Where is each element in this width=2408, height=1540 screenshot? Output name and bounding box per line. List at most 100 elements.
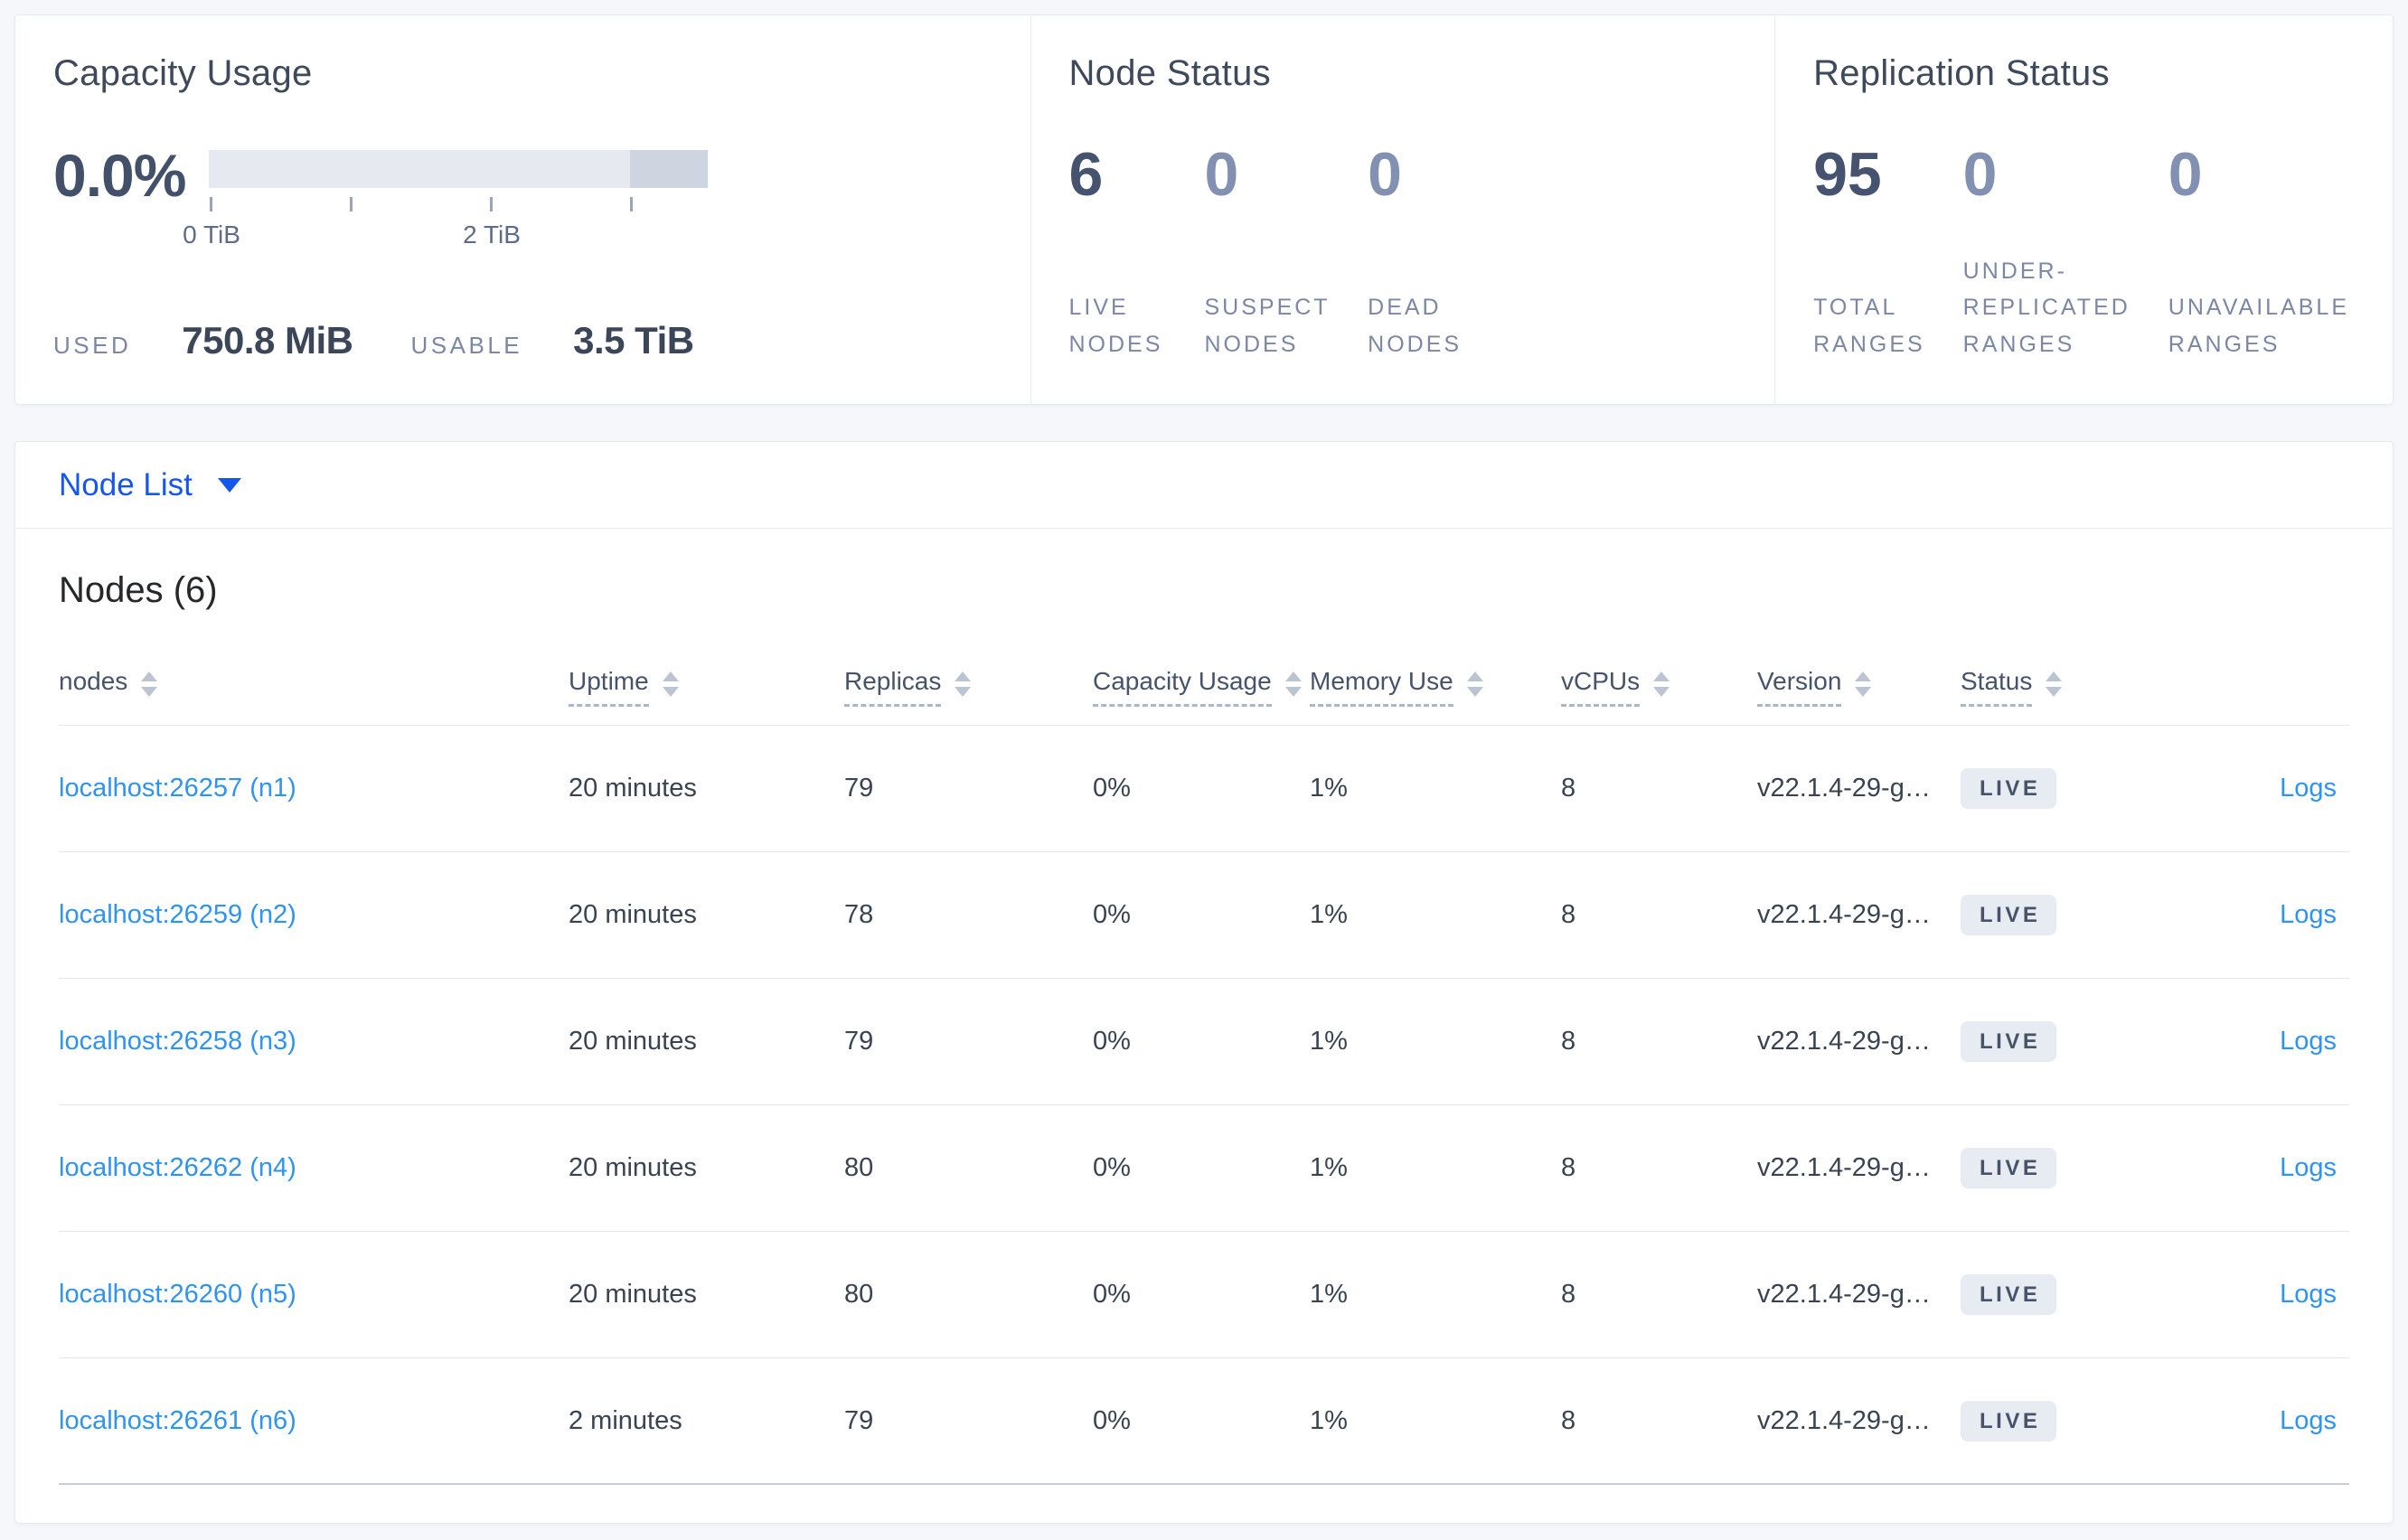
total-ranges-stat: 95 TOTAL RANGES — [1813, 141, 1925, 362]
table-footer-spacer — [59, 1485, 2349, 1523]
column-label: Uptime — [569, 667, 649, 707]
version-cell: v22.1.4-29-g… — [1757, 1027, 1931, 1056]
sort-icon[interactable] — [662, 671, 679, 702]
vcpus-cell: 8 — [1561, 900, 1576, 929]
sort-icon[interactable] — [1284, 671, 1302, 702]
column-header-vcpus[interactable]: vCPUs — [1561, 667, 1757, 707]
capacity-axis: 0 TiB 2 TiB — [183, 188, 708, 258]
column-header-memory-use[interactable]: Memory Use — [1310, 667, 1561, 707]
sort-icon[interactable] — [1855, 671, 1872, 702]
memory-use-cell: 1% — [1310, 774, 1348, 803]
live-status-badge: LIVE — [1961, 1400, 2057, 1441]
replicas-cell: 79 — [844, 774, 874, 803]
logs-link[interactable]: Logs — [2280, 774, 2337, 803]
column-label: Capacity Usage — [1093, 667, 1272, 707]
capacity-usage-cell: 0% — [1093, 1027, 1131, 1056]
node-link[interactable]: localhost:26258 (n3) — [59, 1027, 296, 1056]
column-header-version[interactable]: Version — [1757, 667, 1961, 707]
suspect-nodes-value: 0 — [1204, 140, 1239, 209]
node-list-card: Node List Nodes (6) nodes Uptime Replica… — [14, 441, 2394, 1524]
logs-link[interactable]: Logs — [2280, 1405, 2337, 1435]
total-ranges-label: TOTAL RANGES — [1813, 295, 1925, 357]
axis-tick — [490, 197, 493, 211]
dead-nodes-value: 0 — [1368, 140, 1402, 209]
status-cell: LIVE — [1961, 768, 2178, 809]
dead-nodes-stat: 0 DEAD NODES — [1368, 141, 1465, 362]
nodes-table-title: Nodes (6) — [59, 570, 218, 610]
nodes-table-body: localhost:26257 (n1) 20 minutes 79 0% 1% 8 v22… — [59, 726, 2349, 1485]
replicas-cell: 79 — [844, 1405, 874, 1435]
capacity-usage-title: Capacity Usage — [53, 53, 313, 93]
unavailable-ranges-label: UNAVAILABLE RANGES — [2168, 295, 2349, 357]
used-label: USED — [53, 332, 132, 359]
memory-use-cell: 1% — [1310, 900, 1348, 929]
sort-icon[interactable] — [1466, 671, 1483, 702]
vcpus-cell: 8 — [1561, 1405, 1576, 1435]
node-list-dropdown[interactable]: Node List — [59, 467, 241, 503]
live-status-badge: LIVE — [1961, 895, 2057, 935]
vcpus-cell: 8 — [1561, 1153, 1576, 1182]
axis-tick-label: 2 TiB — [463, 221, 521, 249]
status-cell: LIVE — [1961, 895, 2178, 935]
column-header-nodes[interactable]: nodes — [59, 667, 569, 707]
column-header-status[interactable]: Status — [1961, 667, 2178, 707]
column-label: vCPUs — [1561, 667, 1641, 707]
capacity-usage-cell: 0% — [1093, 1153, 1131, 1182]
sort-icon[interactable] — [141, 671, 158, 702]
node-list-dropdown-label: Node List — [59, 466, 193, 502]
usable-value: 3.5 TiB — [573, 319, 694, 362]
memory-use-cell: 1% — [1310, 1153, 1348, 1182]
node-link[interactable]: localhost:26261 (n6) — [59, 1405, 296, 1435]
sort-icon[interactable] — [2046, 671, 2063, 702]
logs-link[interactable]: Logs — [2280, 1280, 2337, 1309]
logs-cell: Logs — [2280, 1153, 2349, 1183]
live-status-badge: LIVE — [1961, 1021, 2057, 1062]
vcpus-cell: 8 — [1561, 1027, 1576, 1056]
live-nodes-value: 6 — [1068, 140, 1104, 209]
version-cell: v22.1.4-29-g… — [1757, 774, 1931, 803]
suspect-nodes-stat: 0 SUSPECT NODES — [1205, 141, 1331, 362]
logs-link[interactable]: Logs — [2280, 900, 2337, 929]
column-header-capacity-usage[interactable]: Capacity Usage — [1093, 667, 1310, 707]
uptime-cell: 20 minutes — [569, 1280, 697, 1309]
replicas-cell: 78 — [844, 900, 874, 929]
sort-icon[interactable] — [1653, 671, 1670, 702]
logs-cell: Logs — [2280, 1280, 2349, 1310]
version-cell: v22.1.4-29-g… — [1757, 1280, 1931, 1309]
dead-nodes-label: DEAD NODES — [1368, 295, 1463, 357]
sort-icon[interactable] — [955, 671, 972, 702]
table-row: localhost:26260 (n5) 20 minutes 80 0% 1% 8 v22… — [59, 1232, 2349, 1358]
column-header-replicas[interactable]: Replicas — [844, 667, 1093, 707]
memory-use-cell: 1% — [1310, 1280, 1348, 1309]
live-status-badge: LIVE — [1961, 1274, 2057, 1315]
column-label: Memory Use — [1310, 667, 1453, 707]
table-row: localhost:26257 (n1) 20 minutes 79 0% 1% 8 v22… — [59, 726, 2349, 852]
version-cell: v22.1.4-29-g… — [1757, 1153, 1931, 1182]
unavailable-ranges-value: 0 — [2168, 140, 2203, 209]
uptime-cell: 20 minutes — [569, 900, 697, 929]
live-nodes-stat: 6 LIVE NODES — [1069, 141, 1167, 362]
uptime-cell: 20 minutes — [569, 1153, 697, 1182]
live-status-badge: LIVE — [1961, 1148, 2057, 1188]
node-link[interactable]: localhost:26259 (n2) — [59, 900, 296, 929]
node-link[interactable]: localhost:26257 (n1) — [59, 774, 296, 803]
under-replicated-ranges-stat: 0 UNDER-REPLICATED RANGES — [1963, 141, 2131, 362]
capacity-usage-cell: 0% — [1093, 1405, 1131, 1435]
node-link[interactable]: localhost:26260 (n5) — [59, 1280, 296, 1309]
replication-status-section: Replication Status 95 TOTAL RANGES 0 UND… — [1774, 15, 2393, 404]
memory-use-cell: 1% — [1310, 1405, 1348, 1435]
axis-tick — [210, 197, 212, 211]
node-link[interactable]: localhost:26262 (n4) — [59, 1153, 296, 1182]
status-cell: LIVE — [1961, 1148, 2178, 1188]
logs-cell: Logs — [2280, 900, 2349, 930]
logs-link[interactable]: Logs — [2280, 1027, 2337, 1056]
uptime-cell: 20 minutes — [569, 1027, 697, 1056]
table-row: localhost:26261 (n6) 2 minutes 79 0% 1% 8 v22.… — [59, 1358, 2349, 1485]
logs-link[interactable]: Logs — [2280, 1153, 2337, 1182]
usable-label: USABLE — [410, 332, 523, 359]
column-label: Replicas — [844, 667, 942, 707]
column-header-uptime[interactable]: Uptime — [569, 667, 844, 707]
vcpus-cell: 8 — [1561, 774, 1576, 803]
logs-cell: Logs — [2280, 1027, 2349, 1056]
capacity-usage-cell: 0% — [1093, 1280, 1131, 1309]
